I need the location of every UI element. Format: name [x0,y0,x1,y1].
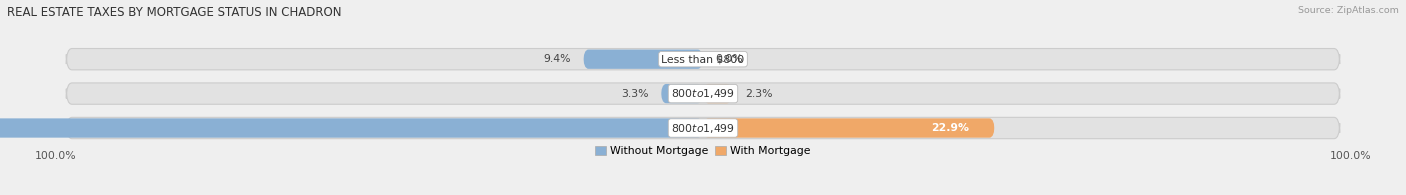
Text: 0.0%: 0.0% [716,54,744,64]
Text: 100.0%: 100.0% [1330,151,1371,161]
FancyBboxPatch shape [703,118,994,138]
Legend: Without Mortgage, With Mortgage: Without Mortgage, With Mortgage [591,142,815,161]
Text: $800 to $1,499: $800 to $1,499 [671,87,735,100]
Text: 2.3%: 2.3% [745,89,772,99]
FancyBboxPatch shape [66,117,1340,139]
Text: 3.3%: 3.3% [620,89,648,99]
Text: 9.4%: 9.4% [543,54,571,64]
Text: Source: ZipAtlas.com: Source: ZipAtlas.com [1298,6,1399,15]
Text: 22.9%: 22.9% [931,123,969,133]
FancyBboxPatch shape [66,49,1340,70]
FancyBboxPatch shape [661,84,703,103]
FancyBboxPatch shape [583,50,703,69]
Text: Less than $800: Less than $800 [661,54,745,64]
FancyBboxPatch shape [0,118,703,138]
FancyBboxPatch shape [66,83,1340,104]
Text: $800 to $1,499: $800 to $1,499 [671,121,735,135]
Text: 100.0%: 100.0% [35,151,76,161]
FancyBboxPatch shape [703,84,733,103]
Text: REAL ESTATE TAXES BY MORTGAGE STATUS IN CHADRON: REAL ESTATE TAXES BY MORTGAGE STATUS IN … [7,6,342,19]
